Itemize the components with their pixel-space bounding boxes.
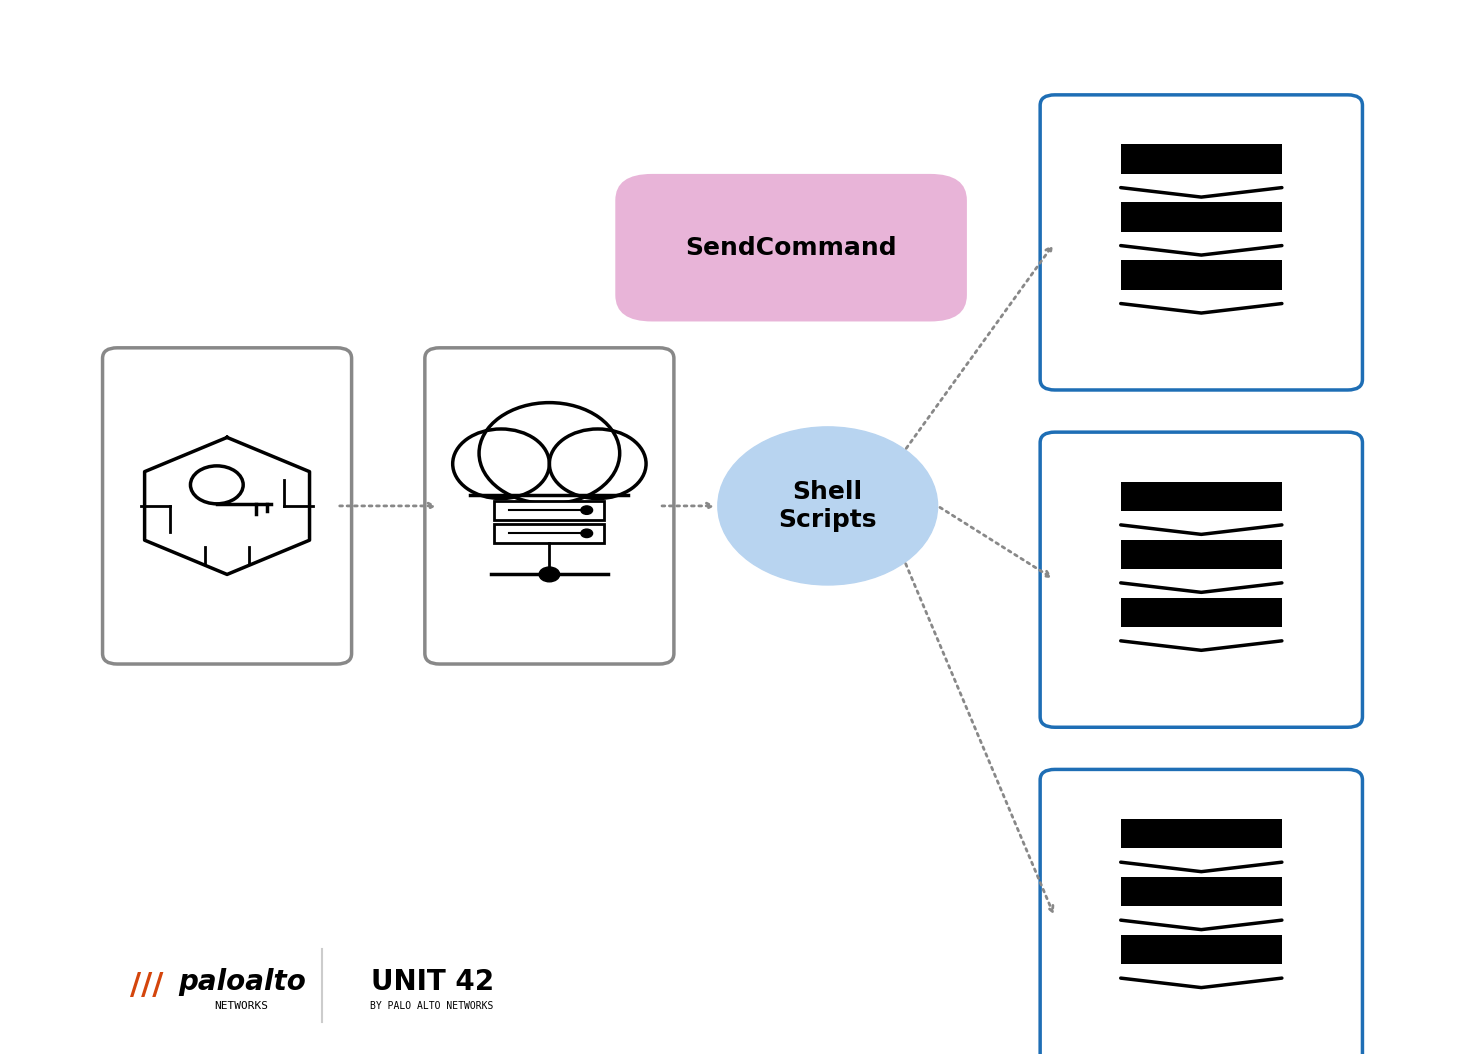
Circle shape	[580, 529, 593, 538]
Circle shape	[539, 567, 560, 582]
Bar	[1121, 819, 1282, 848]
Bar	[495, 524, 605, 543]
FancyBboxPatch shape	[1040, 432, 1362, 727]
Bar	[1121, 482, 1282, 511]
Text: BY PALO ALTO NETWORKS: BY PALO ALTO NETWORKS	[371, 1000, 494, 1011]
FancyBboxPatch shape	[103, 348, 352, 664]
Bar	[1121, 598, 1282, 627]
Text: Shell
Scripts: Shell Scripts	[778, 480, 878, 532]
Text: UNIT 42: UNIT 42	[371, 969, 494, 996]
FancyBboxPatch shape	[1040, 95, 1362, 390]
Circle shape	[580, 506, 593, 514]
Text: SendCommand: SendCommand	[686, 236, 897, 259]
FancyBboxPatch shape	[615, 174, 967, 321]
FancyBboxPatch shape	[425, 348, 674, 664]
Text: paloalto: paloalto	[177, 969, 306, 996]
Bar	[1121, 260, 1282, 290]
Circle shape	[718, 427, 938, 585]
Text: ///: ///	[130, 971, 163, 1000]
Text: NETWORKS: NETWORKS	[215, 1000, 268, 1011]
Bar	[495, 501, 605, 520]
FancyBboxPatch shape	[1040, 769, 1362, 1054]
Bar	[1121, 935, 1282, 964]
Bar	[1121, 202, 1282, 232]
Bar	[1121, 540, 1282, 569]
Bar	[1121, 144, 1282, 174]
Bar	[1121, 877, 1282, 906]
